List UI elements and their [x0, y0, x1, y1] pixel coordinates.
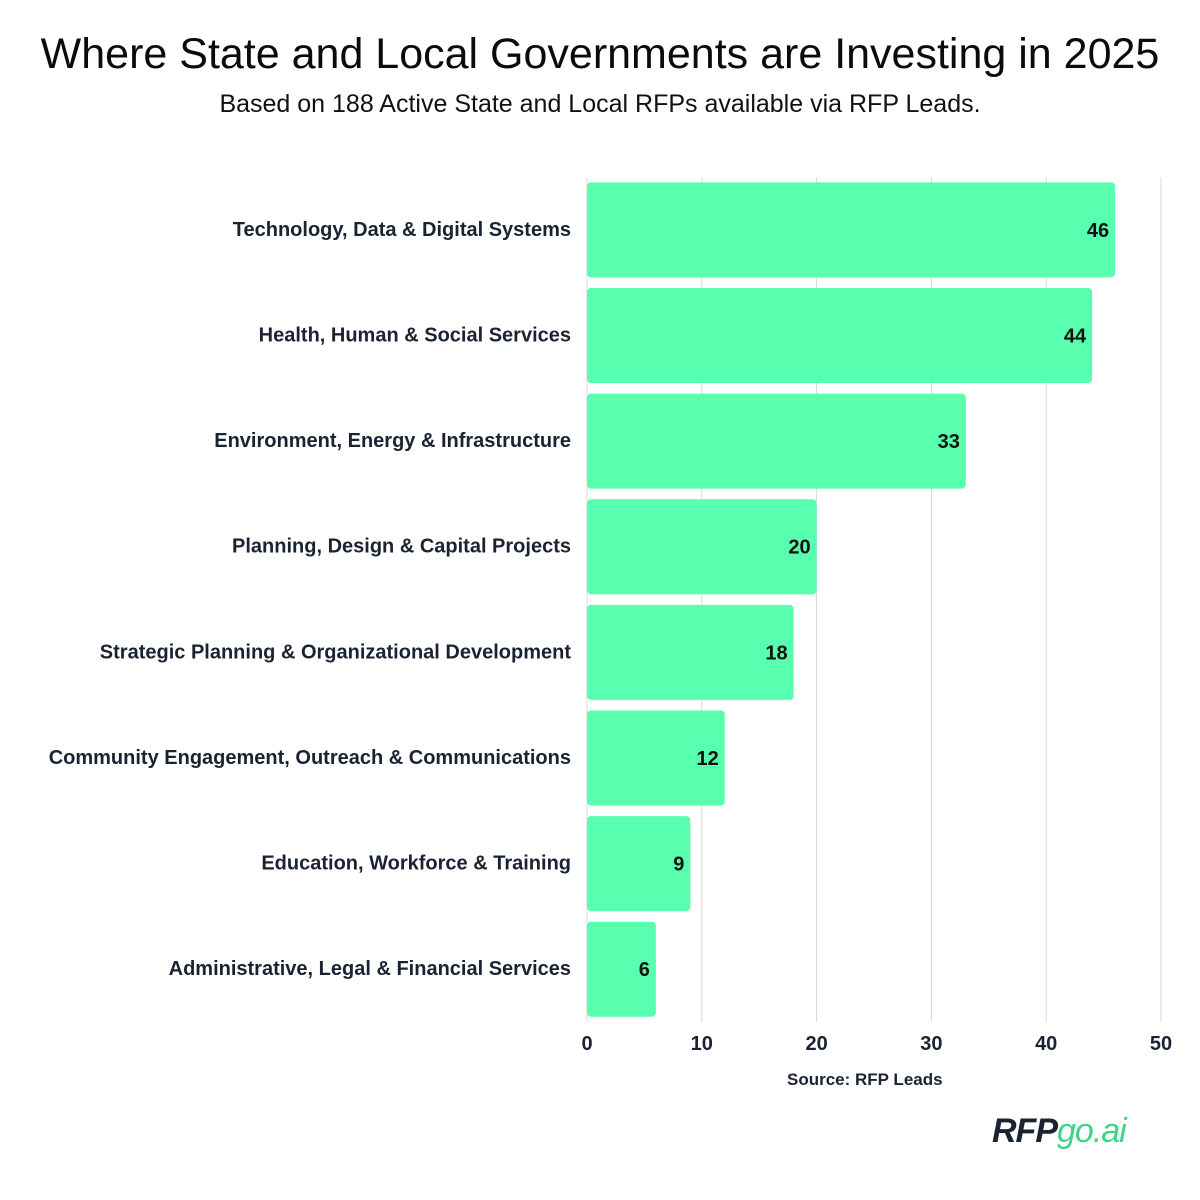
bar: [587, 710, 725, 806]
x-tick-label: 50: [1150, 1033, 1172, 1055]
x-tick-label: 10: [691, 1033, 713, 1055]
bar: [587, 816, 691, 912]
category-label: Health, Human & Social Services: [259, 324, 571, 346]
brand-logo: RFPgo.ai: [992, 1112, 1127, 1151]
bars: [587, 182, 1116, 1017]
brand-logo-part1: RFP: [992, 1112, 1058, 1150]
bar: [587, 921, 656, 1017]
data-label: 9: [673, 854, 684, 876]
data-label: 33: [938, 431, 960, 453]
x-tick-label: 40: [1035, 1033, 1057, 1055]
source-note: Source: RFP Leads: [787, 1070, 943, 1089]
data-label: 18: [765, 642, 787, 664]
x-tick-label: 30: [920, 1033, 942, 1055]
category-label: Planning, Design & Capital Projects: [232, 536, 571, 558]
category-label: Administrative, Legal & Financial Servic…: [169, 958, 571, 980]
x-tick-label: 0: [581, 1033, 592, 1055]
labels: 0 10 20 30 40 50 Technology, Data & Digital Sy…: [49, 219, 1172, 1055]
data-label: 20: [788, 537, 810, 559]
bar: [587, 499, 817, 595]
category-label: Strategic Planning & Organizational Deve…: [100, 641, 572, 663]
bar: [587, 604, 794, 700]
brand-logo-part2: go.ai: [1057, 1112, 1127, 1150]
data-label: 46: [1087, 220, 1109, 242]
data-label: 6: [639, 959, 650, 981]
category-label: Education, Workforce & Training: [261, 853, 571, 875]
bar: [587, 393, 966, 489]
data-label: 44: [1064, 325, 1087, 347]
bar: [587, 182, 1116, 278]
chart-subtitle: Based on 188 Active State and Local RFPs…: [219, 90, 981, 118]
category-label: Community Engagement, Outreach & Communi…: [49, 747, 571, 769]
bar: [587, 287, 1093, 383]
chart-title: Where State and Local Governments are In…: [40, 30, 1160, 78]
x-tick-label: 20: [805, 1033, 827, 1055]
data-label: 12: [697, 748, 719, 770]
category-label: Environment, Energy & Infrastructure: [214, 430, 571, 452]
category-label: Technology, Data & Digital Systems: [233, 219, 571, 241]
